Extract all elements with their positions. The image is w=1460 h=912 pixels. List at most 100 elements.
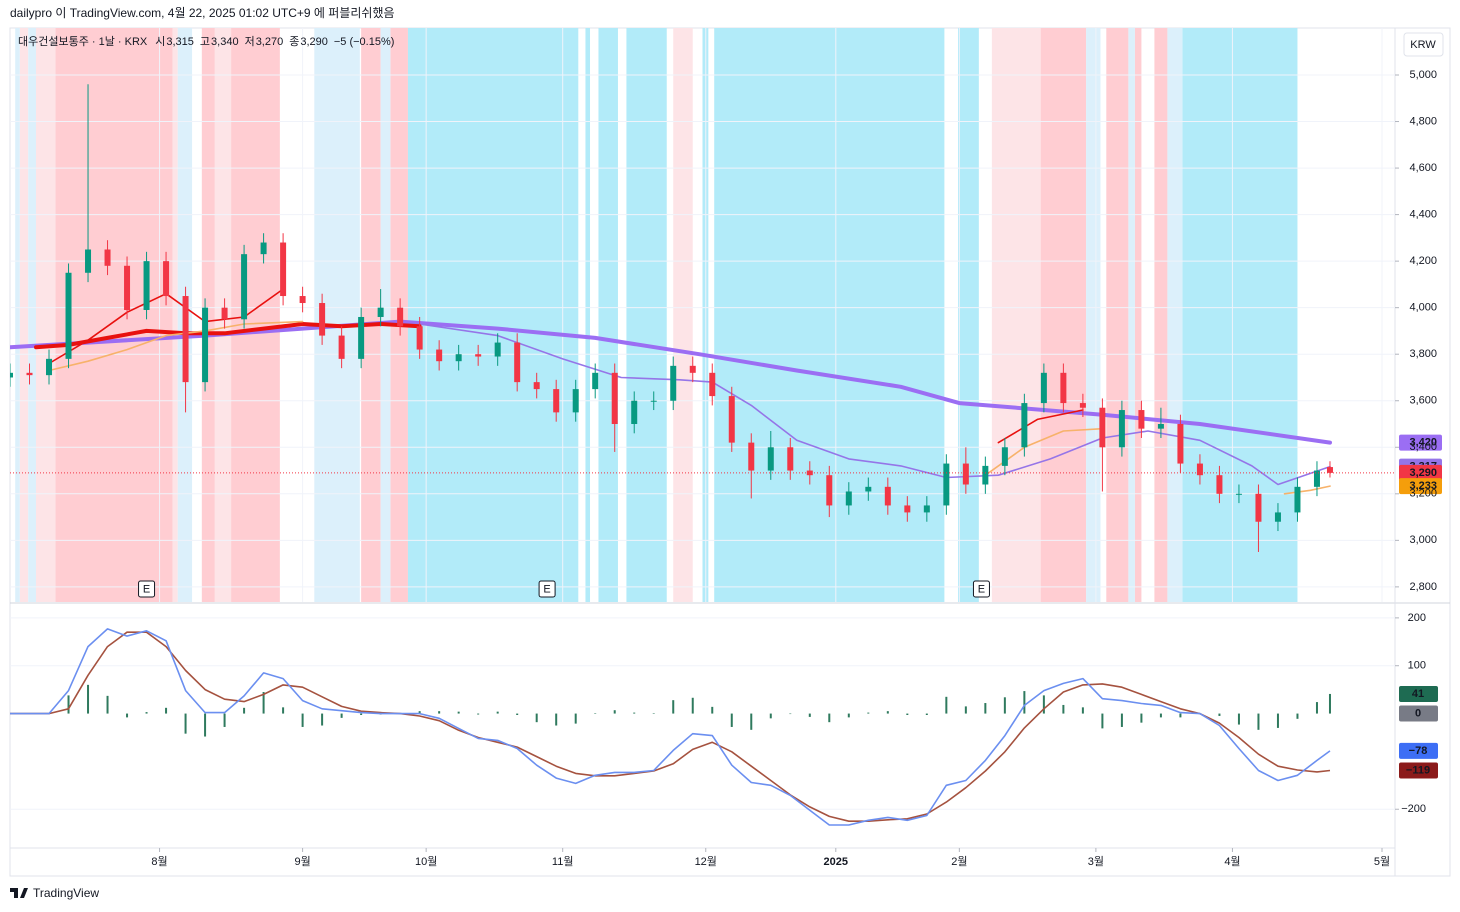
histogram-bar: [438, 711, 441, 714]
signal-line: [10, 631, 1331, 822]
candle-body: [767, 447, 774, 471]
background-band: [19, 28, 29, 602]
candle-body: [982, 465, 989, 485]
ohlc-key: 저: [245, 35, 255, 48]
candle-body: [533, 382, 540, 390]
histogram-bar: [496, 711, 499, 714]
candle-body: [65, 272, 72, 359]
histogram-bar: [886, 711, 889, 714]
y-tick-label: 4,000: [1409, 302, 1437, 314]
value-label-box: [1399, 685, 1438, 702]
histogram-bar: [106, 695, 109, 714]
histogram-bar: [633, 712, 636, 714]
candle-body: [26, 372, 33, 376]
histogram-bar: [418, 711, 421, 714]
symbol: 대우건설보통주 · 1날 · KRX: [18, 35, 148, 48]
candle-body: [1099, 407, 1106, 448]
histogram-bar: [1062, 704, 1065, 714]
x-tick-label: 2월: [951, 855, 967, 868]
background-band: [201, 28, 215, 602]
histogram-bar: [750, 713, 753, 730]
ohlc-key: 시: [155, 36, 165, 48]
histogram-bar: [574, 713, 577, 724]
histogram-bar: [223, 713, 226, 727]
histogram-bar: [711, 706, 714, 714]
candle-body: [1157, 424, 1164, 429]
background-band: [673, 28, 693, 602]
candle-body: [260, 242, 267, 255]
y-tick-label: 3,000: [1409, 534, 1437, 546]
candle-body: [1138, 410, 1145, 429]
brand-logo: [10, 888, 28, 898]
histogram-bar: [691, 697, 694, 714]
background-band: [172, 28, 178, 602]
ohlc-key: 고: [200, 36, 210, 48]
histogram-bar: [984, 703, 987, 714]
event-marker: [538, 580, 556, 598]
histogram-bar: [282, 707, 285, 714]
candle-body: [10, 372, 13, 378]
candle-body: [1196, 463, 1203, 476]
candle-body: [221, 307, 228, 320]
candle-body: [1118, 410, 1125, 448]
y-tick-label: −200: [1401, 803, 1426, 815]
candle-body: [553, 389, 560, 413]
ohlc-value: 3,290: [300, 36, 328, 48]
price-label: 3,290: [1409, 467, 1437, 479]
value-label-box: [1399, 762, 1438, 779]
candle-body: [631, 400, 638, 425]
histogram-bar: [808, 713, 811, 717]
candle-body: [709, 372, 716, 397]
histogram-bar: [555, 713, 558, 726]
y-tick-label: 4,800: [1409, 115, 1437, 127]
histogram-bar: [730, 713, 733, 727]
candle-body: [241, 254, 248, 320]
candle-body: [592, 372, 599, 390]
histogram-bar: [1023, 691, 1026, 714]
candle-body: [1021, 403, 1028, 448]
candle-body: [728, 396, 735, 443]
candle-body: [358, 316, 365, 359]
candle-body: [377, 307, 384, 317]
histogram-bar: [1237, 713, 1240, 725]
histogram-bar: [925, 713, 928, 715]
candle-body: [962, 463, 969, 485]
value-label: −78: [1409, 745, 1428, 757]
histogram-bar: [87, 684, 90, 714]
background-band: [361, 28, 381, 602]
y-tick-label: 200: [1408, 612, 1426, 624]
histogram-bar: [165, 707, 168, 714]
candle-body: [845, 491, 852, 506]
candle-body: [611, 372, 618, 425]
histogram-bar: [1257, 713, 1260, 730]
histogram-bar: [1328, 693, 1331, 714]
candle-body: [1313, 470, 1320, 487]
candle-body: [163, 261, 170, 297]
value-label: 41: [1412, 688, 1424, 700]
x-tick-label: 12월: [695, 855, 717, 868]
y-tick-label: 4,200: [1409, 255, 1437, 267]
background-band: [36, 28, 56, 602]
candle-body: [85, 249, 92, 273]
candle-body: [124, 265, 131, 310]
background-band: [380, 28, 391, 602]
histogram-bar: [477, 713, 480, 715]
ohlc-value: 3,270: [256, 36, 284, 48]
candle-body: [1079, 403, 1086, 408]
histogram-bar: [789, 713, 792, 715]
background-band: [1106, 28, 1129, 602]
histogram-bar: [535, 713, 538, 723]
x-tick-label: 8월: [151, 855, 167, 868]
price-label-box: [1399, 464, 1442, 481]
candle-body: [748, 442, 755, 471]
background-band: [598, 28, 618, 602]
background-band: [1086, 28, 1101, 602]
currency-box[interactable]: [1403, 32, 1444, 57]
moving-average: [34, 322, 422, 350]
candle-body: [884, 486, 891, 506]
histogram-bar: [906, 713, 909, 715]
histogram-bar: [1296, 713, 1299, 719]
candle-body: [572, 389, 579, 413]
background-band: [231, 28, 280, 602]
x-tick-label: 4월: [1224, 855, 1240, 868]
